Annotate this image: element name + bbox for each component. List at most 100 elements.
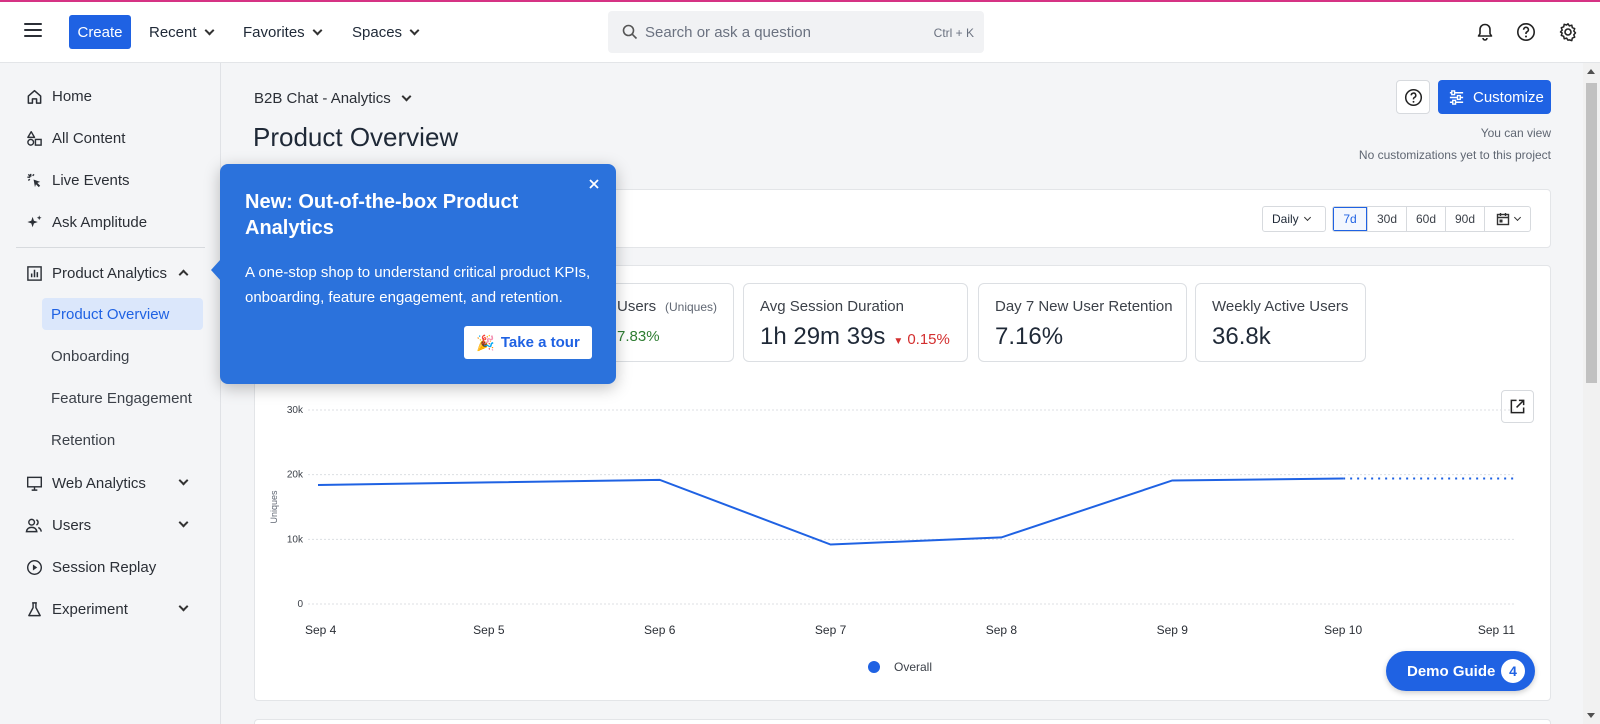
y-tick-label: 10k <box>287 534 304 545</box>
take-a-tour-button[interactable]: 🎉 Take a tour <box>464 326 592 359</box>
demo-guide-button[interactable]: Demo Guide 4 <box>1386 651 1535 691</box>
line-chart: 0 10k 20k 30k Uniques Sep 4 Sep 5 Sep 6 Sep 7 Sep… <box>269 405 1515 674</box>
sidebar-item-experiment[interactable]: Experiment <box>16 591 205 627</box>
x-tick-label: Sep 5 <box>473 623 505 637</box>
x-tick-label: Sep 6 <box>644 623 676 637</box>
range-7d-button[interactable]: 7d <box>1333 207 1367 231</box>
spaces-menu-label: Spaces <box>352 23 403 41</box>
sidebar-item-home[interactable]: Home <box>16 78 205 114</box>
sidebar-item-label: Home <box>52 87 93 105</box>
bell-icon[interactable] <box>1475 22 1495 42</box>
product-analytics-popover: New: Out-of-the-box Product Analytics A … <box>211 164 616 384</box>
kpi-title: Day 7 New User Retention <box>995 298 1173 315</box>
kpi-title: Avg Session Duration <box>760 298 904 315</box>
kpi-card-avg-session-duration[interactable]: Avg Session Duration 1h 29m 39s ▼ 0.15% <box>743 283 968 362</box>
users-icon <box>25 516 43 534</box>
hamburger-menu-icon[interactable] <box>24 22 44 38</box>
scrollbar-thumb[interactable] <box>1586 83 1597 383</box>
bar-chart-icon <box>25 264 43 282</box>
customize-button[interactable]: Customize <box>1438 80 1551 114</box>
spaces-menu[interactable]: Spaces <box>352 15 420 49</box>
sidebar-subitem-product-overview[interactable]: Product Overview <box>42 298 203 330</box>
search-shortcut: Ctrl + K <box>933 26 974 40</box>
x-tick-label: Sep 8 <box>986 623 1018 637</box>
range-30d-button[interactable]: 30d <box>1367 207 1406 231</box>
sidebar-item-ask-amplitude[interactable]: Ask Amplitude <box>16 204 205 240</box>
monitor-icon <box>25 474 43 492</box>
series-line <box>317 477 1344 546</box>
range-90d-button[interactable]: 90d <box>1445 207 1484 231</box>
popover-arrow <box>211 259 221 281</box>
next-card <box>254 719 1551 724</box>
permission-text: You can view <box>1480 126 1551 140</box>
create-button[interactable]: Create <box>69 15 131 49</box>
open-chart-button[interactable] <box>1501 390 1534 423</box>
search-input[interactable]: Search or ask a question Ctrl + K <box>608 11 984 53</box>
flask-icon <box>25 600 43 618</box>
sliders-icon <box>1449 89 1464 105</box>
sidebar-item-users[interactable]: Users <box>16 507 205 543</box>
kpi-card-weekly-active-users[interactable]: Weekly Active Users 36.8k <box>1195 283 1366 362</box>
top-accent-line <box>0 0 1600 2</box>
kpi-value: 36.8k <box>1212 323 1271 350</box>
kpi-qualifier: (Uniques) <box>665 300 718 314</box>
calendar-icon <box>1496 213 1509 226</box>
sidebar-item-label: All Content <box>52 129 126 147</box>
external-link-icon <box>1510 399 1525 414</box>
y-axis-label: Uniques <box>269 490 279 524</box>
kpi-value: 7.16% <box>995 323 1064 350</box>
sidebar-item-session-replay[interactable]: Session Replay <box>16 549 205 585</box>
scroll-up-arrow-icon[interactable] <box>1587 69 1595 74</box>
project-selector[interactable]: B2B Chat - Analytics <box>254 87 412 109</box>
calendar-picker-button[interactable] <box>1484 207 1530 231</box>
home-icon <box>25 87 43 105</box>
sidebar-item-all-content[interactable]: All Content <box>16 120 205 156</box>
sidebar-item-label: Session Replay <box>52 558 157 576</box>
legend-label: Overall <box>894 660 932 674</box>
x-tick-label: Sep 10 <box>1324 623 1362 637</box>
dashboard-help-button[interactable] <box>1396 80 1430 114</box>
sidebar: Home All Content Live Events Ask Amplitu… <box>0 63 221 724</box>
down-arrow-icon: ▼ <box>893 336 904 347</box>
kpi-card-day7-retention[interactable]: Day 7 New User Retention 7.16% <box>978 283 1187 362</box>
x-tick-label: Sep 7 <box>815 623 847 637</box>
demo-guide-count-badge: 4 <box>1501 659 1525 683</box>
legend-marker <box>868 661 880 673</box>
kpi-delta: 7.83% <box>617 328 660 345</box>
favorites-menu[interactable]: Favorites <box>243 15 323 49</box>
chevron-down-icon <box>178 601 189 612</box>
sidebar-subitem-onboarding[interactable]: Onboarding <box>51 347 130 365</box>
sidebar-subitem-retention[interactable]: Retention <box>51 431 116 449</box>
granularity-select[interactable]: Daily <box>1262 206 1326 232</box>
page-title: Product Overview <box>253 122 459 152</box>
chevron-down-icon <box>204 25 214 35</box>
y-tick-label: 30k <box>287 405 304 416</box>
x-tick-label: Sep 9 <box>1157 623 1189 637</box>
y-tick-label: 20k <box>287 470 304 481</box>
kpi-title: Users <box>617 298 657 315</box>
range-60d-button[interactable]: 60d <box>1406 207 1445 231</box>
help-icon <box>1404 88 1422 106</box>
scroll-down-arrow-icon[interactable] <box>1587 713 1595 718</box>
help-icon[interactable] <box>1516 22 1536 42</box>
chevron-down-icon <box>1303 213 1311 222</box>
recent-menu[interactable]: Recent <box>149 15 214 49</box>
sidebar-item-live-events[interactable]: Live Events <box>16 162 205 198</box>
chevron-down-icon <box>178 517 189 528</box>
sidebar-item-label: Live Events <box>52 171 130 189</box>
close-icon[interactable] <box>586 176 602 192</box>
popover-title: New: Out-of-the-box Product Analytics <box>245 191 519 239</box>
customization-status-text: No customizations yet to this project <box>1358 148 1551 162</box>
sidebar-item-label: Ask Amplitude <box>52 213 148 231</box>
sidebar-item-product-analytics[interactable]: Product Analytics <box>16 255 205 291</box>
gear-icon[interactable] <box>1558 22 1578 42</box>
live-events-icon <box>25 171 43 189</box>
party-popper-icon: 🎉 <box>476 334 495 352</box>
chevron-down-icon <box>401 91 412 101</box>
sidebar-subitem-feature-engagement[interactable]: Feature Engagement <box>51 389 192 407</box>
search-icon <box>622 24 638 40</box>
sidebar-item-label: Web Analytics <box>52 474 146 492</box>
sidebar-item-label: Experiment <box>52 600 128 618</box>
x-tick-label: Sep 11 <box>1478 623 1515 637</box>
sidebar-item-web-analytics[interactable]: Web Analytics <box>16 465 205 501</box>
